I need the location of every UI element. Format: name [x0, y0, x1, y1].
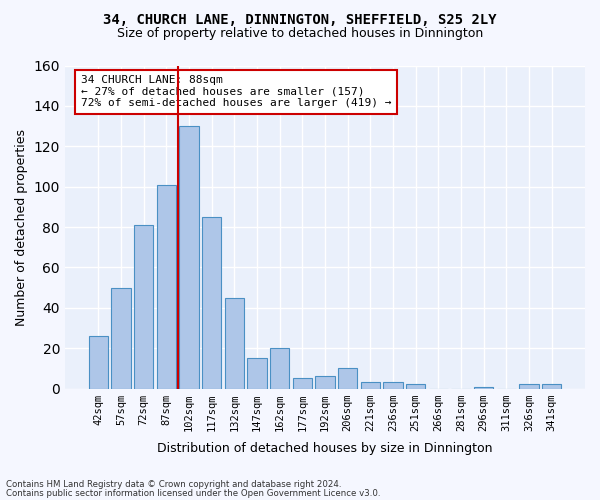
- Bar: [202, 217, 221, 388]
- Bar: [224, 298, 244, 388]
- Bar: [361, 382, 380, 388]
- Bar: [270, 348, 289, 389]
- Bar: [157, 184, 176, 388]
- Bar: [179, 126, 199, 388]
- Text: 34 CHURCH LANE: 88sqm
← 27% of detached houses are smaller (157)
72% of semi-det: 34 CHURCH LANE: 88sqm ← 27% of detached …: [80, 75, 391, 108]
- Text: Size of property relative to detached houses in Dinnington: Size of property relative to detached ho…: [117, 28, 483, 40]
- Bar: [134, 225, 153, 388]
- Bar: [89, 336, 108, 388]
- Bar: [520, 384, 539, 388]
- Bar: [474, 386, 493, 388]
- Bar: [406, 384, 425, 388]
- Bar: [383, 382, 403, 388]
- Y-axis label: Number of detached properties: Number of detached properties: [15, 128, 28, 326]
- Text: 34, CHURCH LANE, DINNINGTON, SHEFFIELD, S25 2LY: 34, CHURCH LANE, DINNINGTON, SHEFFIELD, …: [103, 12, 497, 26]
- Bar: [111, 288, 131, 388]
- Bar: [247, 358, 266, 388]
- Bar: [293, 378, 312, 388]
- Bar: [542, 384, 562, 388]
- Text: Contains public sector information licensed under the Open Government Licence v3: Contains public sector information licen…: [6, 488, 380, 498]
- Bar: [338, 368, 357, 388]
- Bar: [316, 376, 335, 388]
- X-axis label: Distribution of detached houses by size in Dinnington: Distribution of detached houses by size …: [157, 442, 493, 455]
- Text: Contains HM Land Registry data © Crown copyright and database right 2024.: Contains HM Land Registry data © Crown c…: [6, 480, 341, 489]
